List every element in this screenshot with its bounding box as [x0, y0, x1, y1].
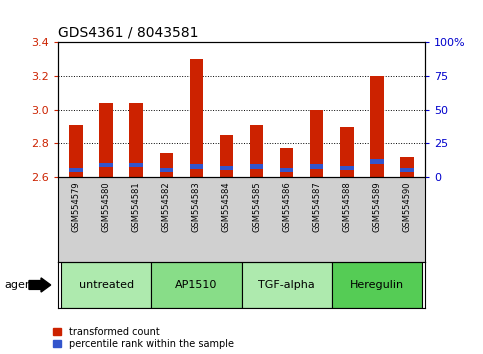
- Bar: [129, 103, 143, 177]
- Text: AP1510: AP1510: [175, 280, 217, 290]
- Text: untreated: untreated: [79, 280, 134, 290]
- Bar: [151, 262, 242, 308]
- Text: GSM554582: GSM554582: [162, 181, 171, 232]
- Bar: [280, 168, 293, 172]
- Text: GSM554589: GSM554589: [372, 181, 382, 232]
- Bar: [332, 262, 422, 308]
- Bar: [242, 262, 332, 308]
- Bar: [250, 125, 263, 177]
- Text: GDS4361 / 8043581: GDS4361 / 8043581: [58, 26, 199, 40]
- Bar: [370, 159, 384, 164]
- Bar: [190, 59, 203, 177]
- Text: agent: agent: [5, 280, 37, 290]
- Bar: [129, 163, 143, 167]
- Bar: [310, 110, 324, 177]
- Text: GSM554585: GSM554585: [252, 181, 261, 232]
- Bar: [340, 127, 354, 177]
- Legend: transformed count, percentile rank within the sample: transformed count, percentile rank withi…: [53, 327, 234, 349]
- Bar: [370, 76, 384, 177]
- Text: GSM554581: GSM554581: [132, 181, 141, 232]
- Bar: [159, 153, 173, 177]
- Bar: [220, 135, 233, 177]
- Bar: [250, 164, 263, 169]
- Text: GSM554583: GSM554583: [192, 181, 201, 232]
- Bar: [61, 262, 151, 308]
- Text: TGF-alpha: TGF-alpha: [258, 280, 315, 290]
- Bar: [400, 157, 414, 177]
- Text: GSM554590: GSM554590: [402, 181, 412, 232]
- Text: GSM554579: GSM554579: [71, 181, 81, 232]
- Text: GSM554584: GSM554584: [222, 181, 231, 232]
- Bar: [310, 164, 324, 169]
- Bar: [69, 125, 83, 177]
- Bar: [340, 166, 354, 170]
- Text: GSM554580: GSM554580: [101, 181, 111, 232]
- Bar: [99, 103, 113, 177]
- Bar: [99, 163, 113, 167]
- Text: GSM554586: GSM554586: [282, 181, 291, 232]
- Bar: [280, 148, 293, 177]
- Bar: [220, 166, 233, 170]
- Text: Heregulin: Heregulin: [350, 280, 404, 290]
- Bar: [159, 168, 173, 172]
- Text: GSM554588: GSM554588: [342, 181, 351, 232]
- Bar: [69, 168, 83, 172]
- Bar: [400, 168, 414, 172]
- Text: GSM554587: GSM554587: [312, 181, 321, 232]
- Bar: [190, 164, 203, 169]
